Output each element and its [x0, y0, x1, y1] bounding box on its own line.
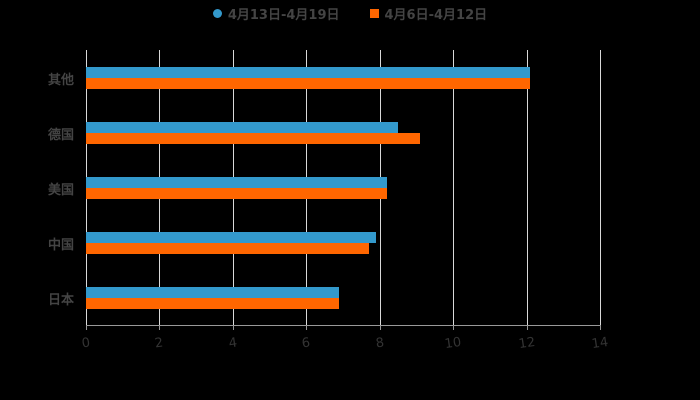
- x-tick-label: 2: [154, 335, 165, 352]
- x-tick-label: 12: [517, 334, 536, 353]
- x-tick-label: 14: [590, 334, 610, 353]
- x-tick: [232, 325, 234, 330]
- bar-series-2[interactable]: [86, 188, 388, 199]
- x-tick: [306, 325, 308, 330]
- legend-label: 4月6日-4月12日: [384, 8, 488, 23]
- x-axis-line: [86, 325, 600, 326]
- bar-series-1[interactable]: [86, 122, 399, 133]
- x-tick: [453, 325, 455, 330]
- bar-series-1[interactable]: [86, 177, 388, 188]
- bar-series-1[interactable]: [86, 287, 340, 298]
- bar-series-2[interactable]: [86, 243, 369, 254]
- x-tick-label: 8: [374, 335, 385, 352]
- gridline: [600, 50, 601, 325]
- circle-marker-icon: [212, 9, 222, 18]
- bar-series-1[interactable]: [86, 67, 531, 78]
- legend-label: 4月13日-4月19日: [227, 8, 340, 23]
- y-category-label: 其他: [48, 73, 75, 88]
- legend-item-series-1[interactable]: 4月13日-4月19日: [212, 4, 340, 23]
- gridline: [453, 50, 455, 325]
- square-marker-icon: [369, 9, 379, 18]
- x-tick-label: 0: [80, 335, 92, 352]
- x-tick-label: 10: [443, 334, 463, 353]
- x-tick: [600, 325, 601, 330]
- y-category-label: 中国: [48, 238, 75, 253]
- x-tick-label: 6: [301, 335, 312, 352]
- legend-item-series-2[interactable]: 4月6日-4月12日: [369, 4, 488, 23]
- x-tick: [526, 325, 528, 330]
- bar-series-2[interactable]: [86, 133, 421, 144]
- bar-series-2[interactable]: [86, 78, 531, 89]
- x-tick: [159, 325, 161, 330]
- x-tick: [379, 325, 381, 330]
- plot-area: [86, 50, 601, 330]
- x-tick: [86, 325, 87, 330]
- bar-series-2[interactable]: [86, 298, 340, 309]
- bar-series-1[interactable]: [86, 232, 377, 243]
- x-tick-label: 4: [227, 335, 238, 352]
- y-category-label: 德国: [48, 128, 75, 143]
- legend: 4月13日-4月19日 4月6日-4月12日: [0, 4, 700, 23]
- y-category-label: 日本: [48, 293, 75, 308]
- gridline: [526, 50, 528, 325]
- y-category-label: 美国: [48, 183, 75, 198]
